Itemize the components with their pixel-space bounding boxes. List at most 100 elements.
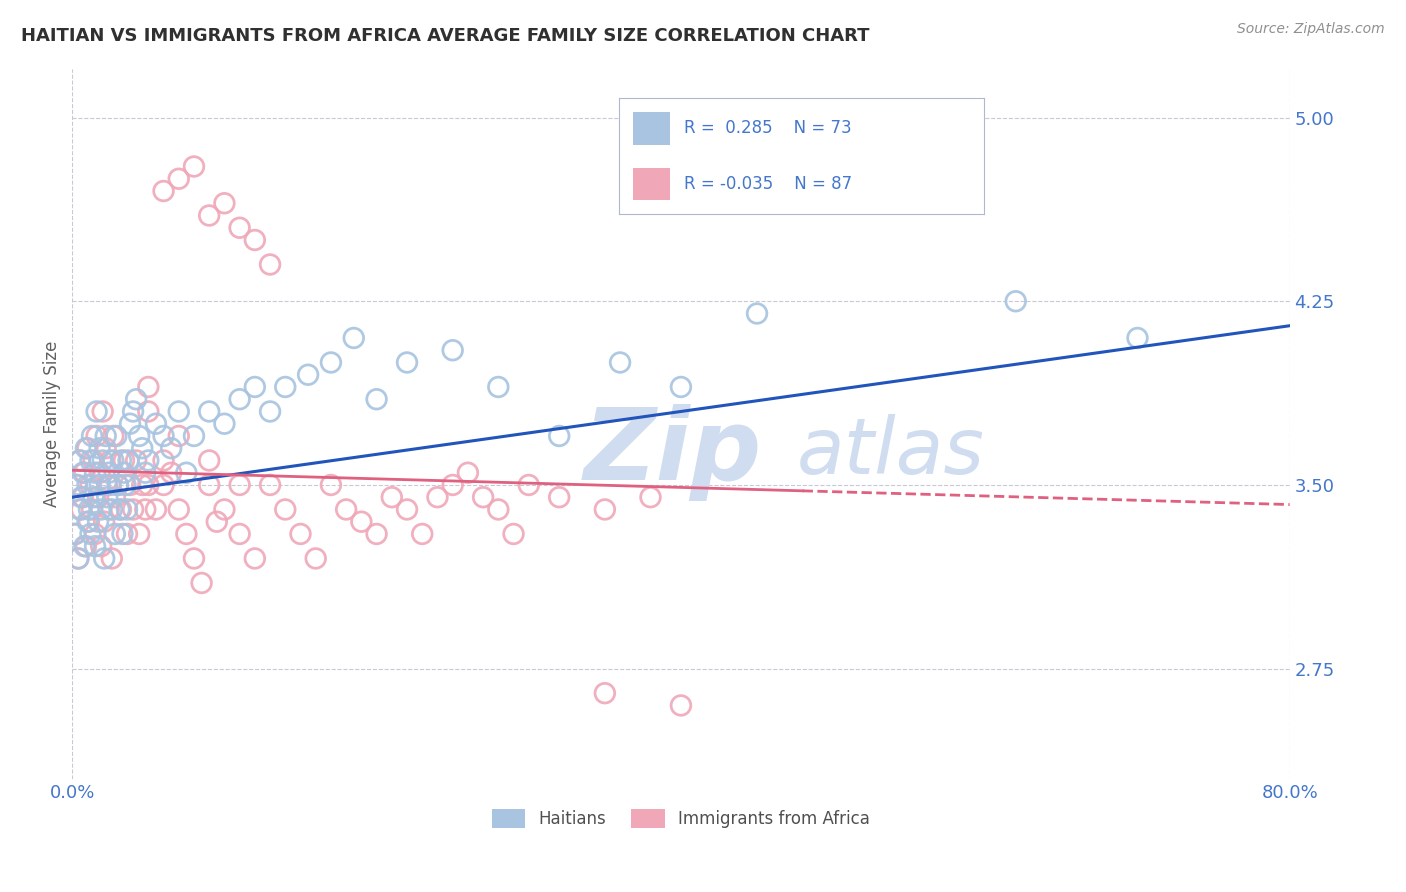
- Point: [290, 527, 312, 541]
- Point: [228, 527, 250, 541]
- Point: [69, 502, 91, 516]
- Point: [395, 355, 418, 369]
- Text: R = -0.035    N = 87: R = -0.035 N = 87: [685, 175, 852, 193]
- Point: [426, 490, 449, 504]
- Point: [98, 478, 121, 492]
- Point: [108, 502, 131, 516]
- Point: [112, 453, 135, 467]
- Point: [65, 527, 87, 541]
- Point: [640, 490, 662, 504]
- Point: [67, 551, 90, 566]
- Point: [131, 478, 153, 492]
- Point: [198, 453, 221, 467]
- Point: [110, 502, 132, 516]
- Point: [214, 417, 236, 431]
- Point: [122, 502, 145, 516]
- Point: [114, 478, 136, 492]
- Point: [79, 478, 101, 492]
- Point: [73, 539, 96, 553]
- Point: [366, 392, 388, 407]
- Point: [167, 404, 190, 418]
- Point: [593, 686, 616, 700]
- Point: [117, 453, 139, 467]
- Point: [120, 478, 142, 492]
- Point: [228, 478, 250, 492]
- Point: [96, 490, 118, 504]
- Point: [112, 466, 135, 480]
- Point: [134, 502, 156, 516]
- Point: [84, 466, 107, 480]
- Point: [91, 404, 114, 418]
- Point: [115, 527, 138, 541]
- Point: [104, 490, 127, 504]
- Point: [105, 429, 128, 443]
- Point: [90, 539, 112, 553]
- Point: [486, 380, 509, 394]
- Point: [75, 441, 97, 455]
- Point: [214, 196, 236, 211]
- Point: [103, 429, 125, 443]
- Point: [274, 502, 297, 516]
- Point: [274, 380, 297, 394]
- Point: [305, 551, 328, 566]
- Point: [669, 380, 692, 394]
- Point: [91, 453, 114, 467]
- Point: [65, 527, 87, 541]
- Point: [75, 539, 97, 553]
- Point: [160, 441, 183, 455]
- Point: [86, 404, 108, 418]
- Point: [87, 515, 110, 529]
- Point: [122, 404, 145, 418]
- Legend: Haitians, Immigrants from Africa: Haitians, Immigrants from Africa: [485, 802, 876, 835]
- Point: [395, 502, 418, 516]
- Point: [101, 551, 124, 566]
- Point: [381, 490, 404, 504]
- Point: [77, 515, 100, 529]
- Point: [593, 502, 616, 516]
- Point: [176, 466, 198, 480]
- Point: [125, 392, 148, 407]
- Bar: [633, 112, 669, 145]
- Point: [214, 502, 236, 516]
- Point: [319, 478, 342, 492]
- Point: [125, 453, 148, 467]
- Point: [609, 355, 631, 369]
- Point: [160, 466, 183, 480]
- Point: [97, 502, 120, 516]
- Point: [152, 478, 174, 492]
- Point: [93, 551, 115, 566]
- Point: [441, 343, 464, 358]
- Point: [72, 466, 94, 480]
- Point: [110, 453, 132, 467]
- Point: [205, 515, 228, 529]
- Point: [80, 429, 103, 443]
- Point: [176, 527, 198, 541]
- Point: [183, 551, 205, 566]
- Point: [120, 417, 142, 431]
- Point: [548, 429, 571, 443]
- Point: [70, 490, 93, 504]
- Point: [66, 478, 89, 492]
- Point: [198, 404, 221, 418]
- Point: [136, 478, 159, 492]
- Text: R =  0.285    N = 73: R = 0.285 N = 73: [685, 120, 852, 137]
- Point: [343, 331, 366, 345]
- Point: [136, 380, 159, 394]
- Point: [76, 515, 98, 529]
- Point: [136, 404, 159, 418]
- Point: [76, 441, 98, 455]
- Point: [350, 515, 373, 529]
- Point: [190, 576, 212, 591]
- Point: [198, 209, 221, 223]
- Point: [548, 490, 571, 504]
- Point: [441, 478, 464, 492]
- Point: [411, 527, 433, 541]
- Point: [104, 527, 127, 541]
- Point: [183, 429, 205, 443]
- Text: Source: ZipAtlas.com: Source: ZipAtlas.com: [1237, 22, 1385, 37]
- Point: [84, 527, 107, 541]
- Point: [94, 429, 117, 443]
- Bar: [633, 168, 669, 200]
- Point: [73, 466, 96, 480]
- Point: [502, 527, 524, 541]
